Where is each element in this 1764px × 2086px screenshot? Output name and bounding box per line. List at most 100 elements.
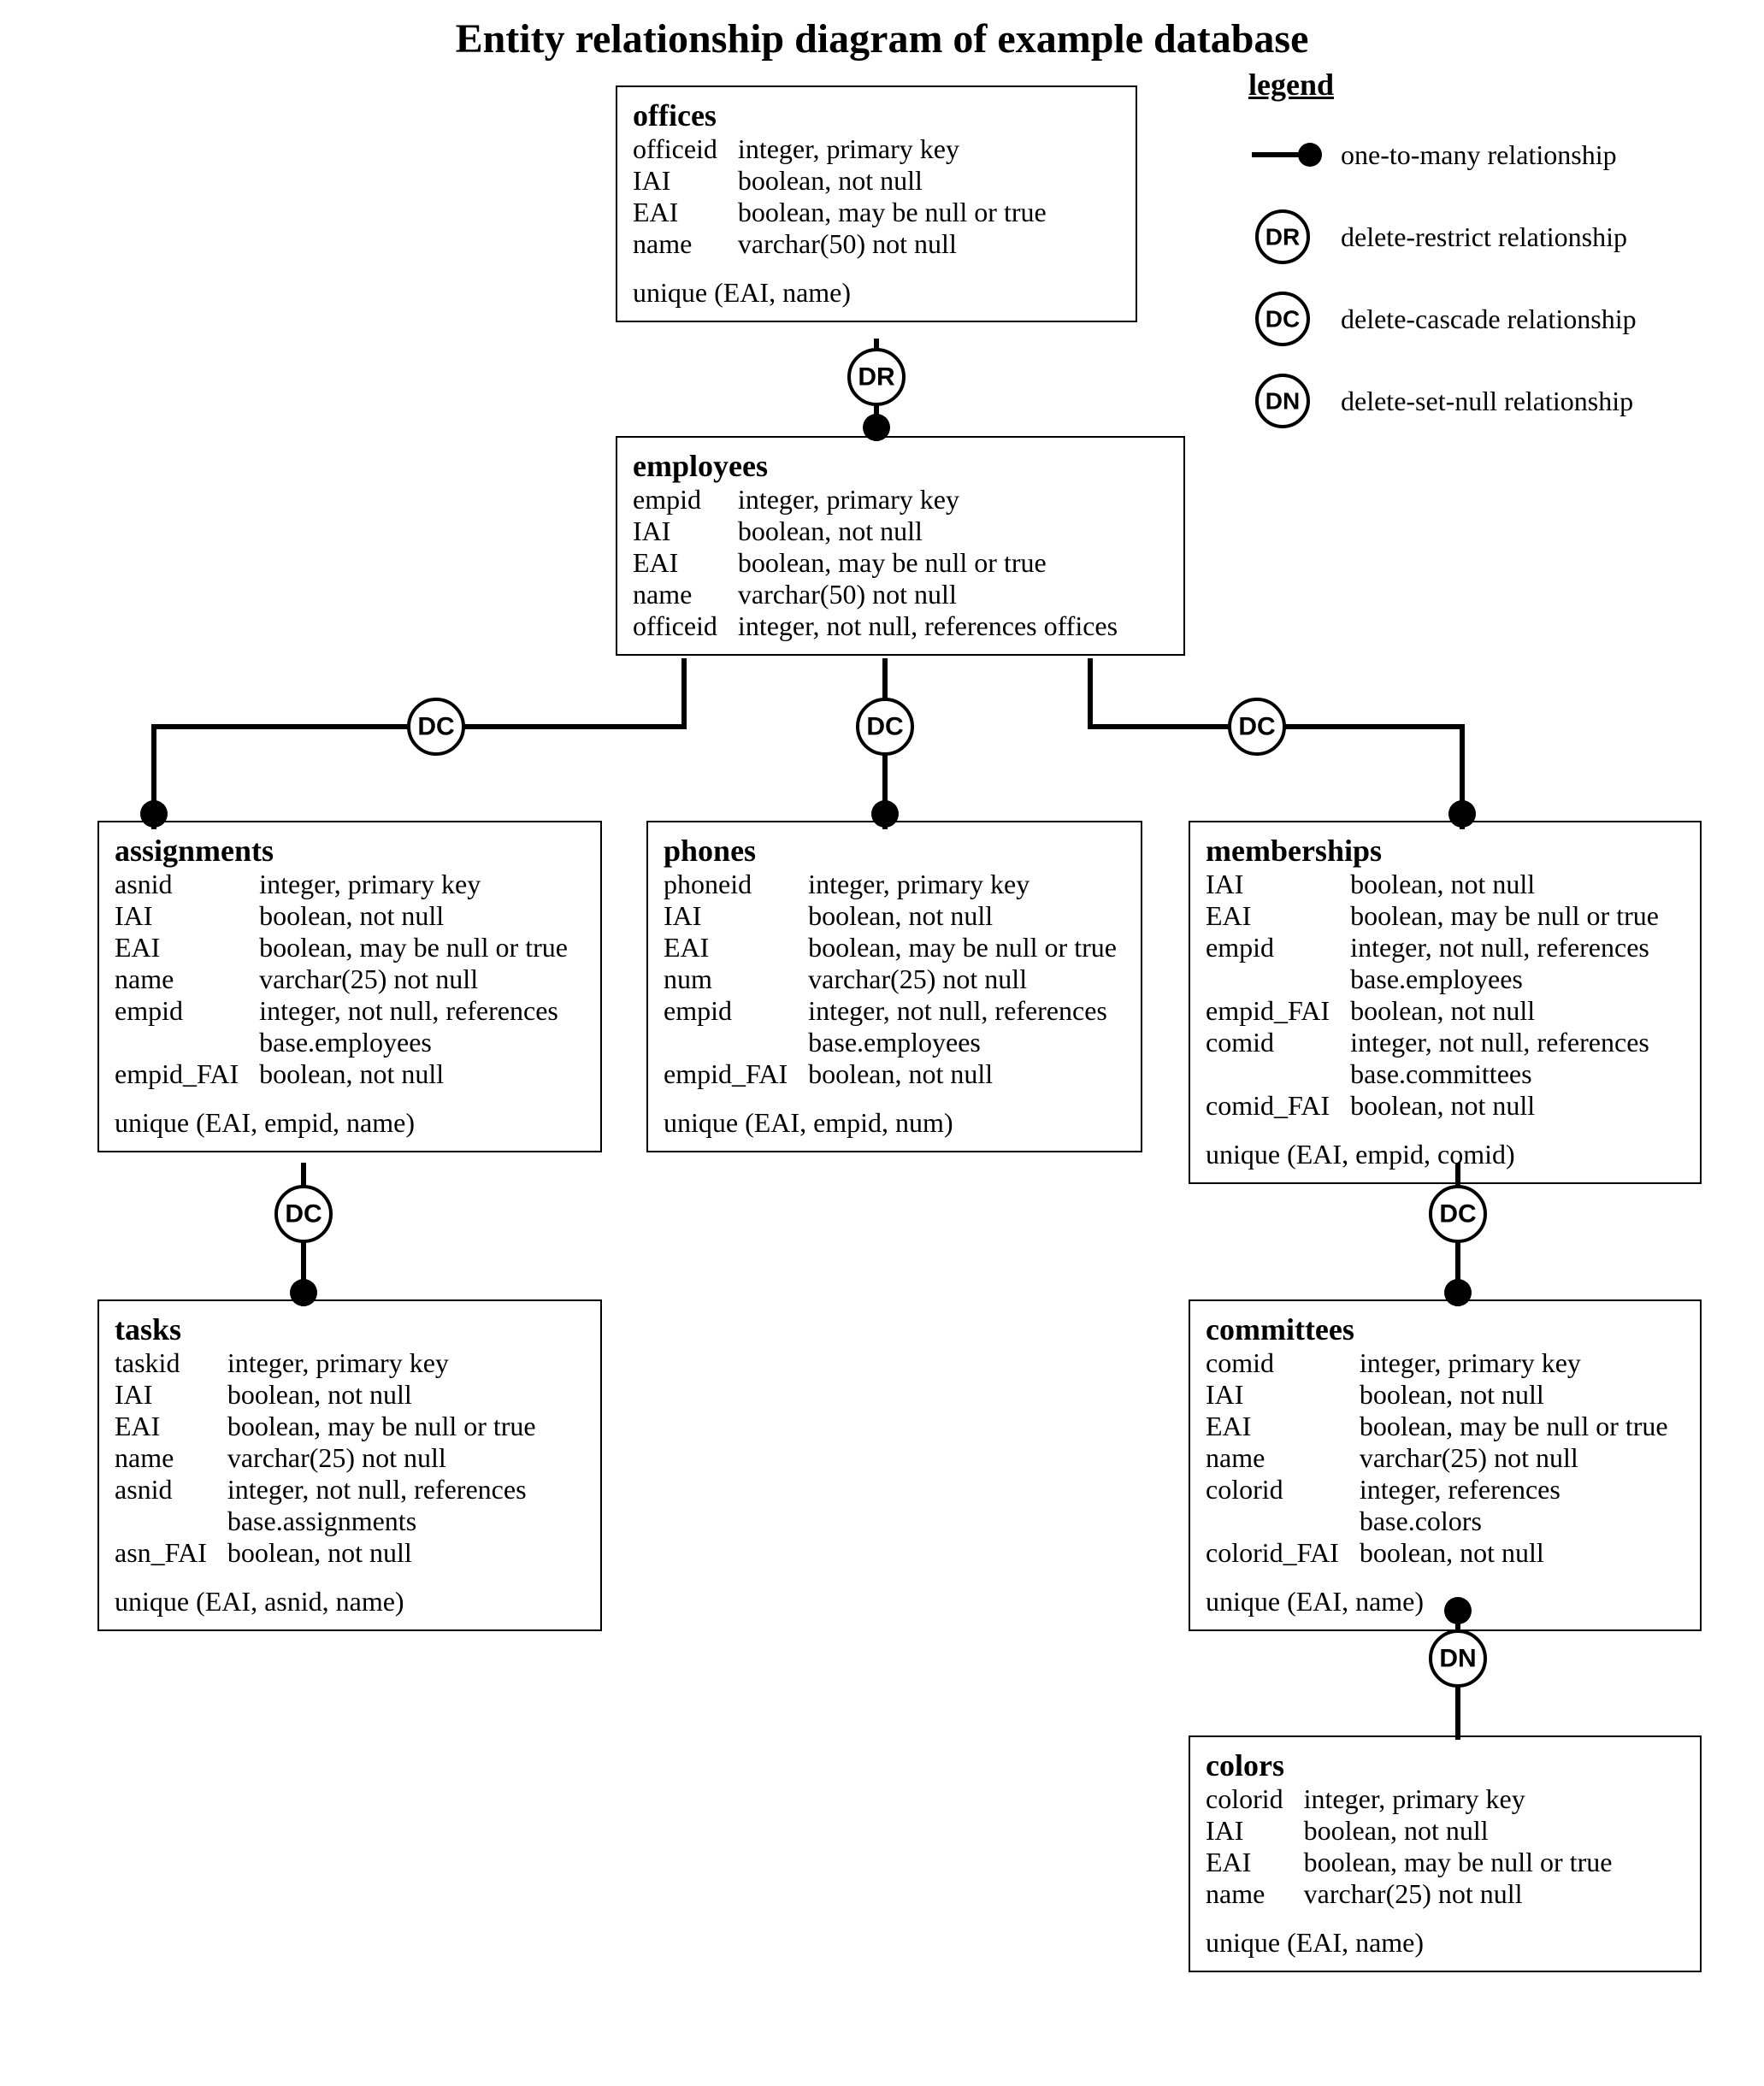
- legend-row: DNdelete-set-null relationship: [1248, 371, 1637, 431]
- entity-title: memberships: [1206, 833, 1684, 869]
- svg-text:DN: DN: [1265, 388, 1300, 415]
- column-type: boolean, may be null or true: [738, 197, 1047, 228]
- legend-label: delete-restrict relationship: [1341, 221, 1627, 253]
- entity-title: employees: [633, 448, 1168, 484]
- column-name: EAI: [1206, 900, 1350, 932]
- relationship-badge-icon: [849, 350, 904, 404]
- column-row: EAIboolean, may be null or true: [115, 932, 585, 963]
- column-name: empid: [115, 995, 259, 1058]
- relationship-badge-label: DC: [285, 1200, 322, 1229]
- entity-assignments: assignmentsasnidinteger, primary keyIAIb…: [97, 821, 602, 1152]
- entity-columns: empidinteger, primary keyIAIboolean, not…: [633, 484, 1118, 642]
- entity-colors: colorscoloridinteger, primary keyIAIbool…: [1189, 1735, 1702, 1972]
- column-name: EAI: [115, 1411, 227, 1442]
- column-type: integer, not null, references base.commi…: [1350, 1027, 1684, 1090]
- column-row: namevarchar(25) not null: [1206, 1878, 1612, 1910]
- column-name: IAI: [1206, 1815, 1304, 1847]
- column-name: name: [633, 579, 738, 610]
- column-name: empid: [633, 484, 738, 516]
- relationship-badge-icon: [1230, 699, 1284, 754]
- column-type: varchar(25) not null: [808, 963, 1125, 995]
- column-row: IAIboolean, not null: [633, 165, 1047, 197]
- relationship-badge-label: DC: [1439, 1200, 1476, 1229]
- column-type: boolean, not null: [1360, 1537, 1684, 1569]
- column-name: EAI: [633, 547, 738, 579]
- column-row: empidinteger, primary key: [633, 484, 1118, 516]
- relationship-badge-label: DC: [866, 713, 903, 741]
- column-row: EAIboolean, may be null or true: [633, 197, 1047, 228]
- column-name: asnid: [115, 1474, 227, 1537]
- column-row: EAIboolean, may be null or true: [1206, 1847, 1612, 1878]
- column-type: boolean, not null: [1304, 1815, 1613, 1847]
- legend-row: DRdelete-restrict relationship: [1248, 207, 1637, 267]
- column-row: comidinteger, not null, references base.…: [1206, 1027, 1684, 1090]
- column-type: varchar(25) not null: [227, 1442, 585, 1474]
- entity-columns: comidinteger, primary keyIAIboolean, not…: [1206, 1347, 1684, 1569]
- legend-label: one-to-many relationship: [1341, 139, 1617, 171]
- one-to-many-icon: [1248, 125, 1325, 185]
- column-type: integer, references base.colors: [1360, 1474, 1684, 1537]
- column-row: IAIboolean, not null: [115, 1379, 585, 1411]
- entity-title: phones: [664, 833, 1125, 869]
- column-name: taskid: [115, 1347, 227, 1379]
- column-row: coloridinteger, primary key: [1206, 1783, 1612, 1815]
- column-type: integer, primary key: [808, 869, 1125, 900]
- column-row: namevarchar(50) not null: [633, 228, 1047, 260]
- relationship-badge-label: DC: [1238, 713, 1275, 741]
- column-name: EAI: [633, 197, 738, 228]
- column-type: boolean, not null: [808, 900, 1125, 932]
- column-name: colorid: [1206, 1474, 1360, 1537]
- column-type: boolean, not null: [259, 900, 585, 932]
- column-name: EAI: [115, 932, 259, 963]
- column-row: empid_FAIboolean, not null: [664, 1058, 1125, 1090]
- column-name: IAI: [633, 516, 738, 547]
- column-row: IAIboolean, not null: [1206, 869, 1684, 900]
- column-name: officeid: [633, 133, 738, 165]
- column-row: namevarchar(25) not null: [1206, 1442, 1684, 1474]
- column-type: boolean, not null: [1350, 869, 1684, 900]
- column-type: varchar(25) not null: [1360, 1442, 1684, 1474]
- column-row: asnidinteger, primary key: [115, 869, 585, 900]
- column-type: integer, not null, references base.assig…: [227, 1474, 585, 1537]
- entity-columns: phoneidinteger, primary keyIAIboolean, n…: [664, 869, 1125, 1090]
- column-row: empidinteger, not null, references base.…: [1206, 932, 1684, 995]
- column-type: integer, not null, references base.emplo…: [1350, 932, 1684, 995]
- column-type: boolean, may be null or true: [738, 547, 1118, 579]
- entity-title: offices: [633, 97, 1120, 133]
- connector-assignments-tasks: DC: [248, 1163, 359, 1306]
- relationship-badge-label: DR: [858, 363, 895, 392]
- column-name: EAI: [1206, 1847, 1304, 1878]
- column-name: IAI: [1206, 869, 1350, 900]
- column-type: boolean, may be null or true: [1360, 1411, 1684, 1442]
- column-name: colorid_FAI: [1206, 1537, 1360, 1569]
- column-type: boolean, not null: [227, 1379, 585, 1411]
- column-row: empid_FAIboolean, not null: [1206, 995, 1684, 1027]
- column-name: empid_FAI: [115, 1058, 259, 1090]
- column-name: IAI: [1206, 1379, 1360, 1411]
- column-type: integer, primary key: [738, 484, 1118, 516]
- column-row: namevarchar(25) not null: [115, 963, 585, 995]
- column-type: boolean, not null: [738, 165, 1047, 197]
- column-type: boolean, may be null or true: [227, 1411, 585, 1442]
- column-row: empid_FAIboolean, not null: [115, 1058, 585, 1090]
- legend-row: one-to-many relationship: [1248, 125, 1637, 185]
- er-diagram-canvas: Entity relationship diagram of example d…: [0, 0, 1764, 2086]
- column-name: empid_FAI: [664, 1058, 808, 1090]
- column-name: comid: [1206, 1027, 1350, 1090]
- column-name: name: [633, 228, 738, 260]
- column-row: asn_FAIboolean, not null: [115, 1537, 585, 1569]
- column-type: boolean, not null: [1360, 1379, 1684, 1411]
- column-name: asn_FAI: [115, 1537, 227, 1569]
- column-name: comid: [1206, 1347, 1360, 1379]
- column-name: name: [1206, 1878, 1304, 1910]
- column-type: integer, primary key: [738, 133, 1047, 165]
- entity-columns: officeidinteger, primary keyIAIboolean, …: [633, 133, 1047, 260]
- relationship-badge-label: DN: [1439, 1645, 1476, 1673]
- entity-offices: officesofficeidinteger, primary keyIAIbo…: [616, 85, 1137, 322]
- column-type: boolean, not null: [227, 1537, 585, 1569]
- entity-title: colors: [1206, 1747, 1684, 1783]
- column-row: officeidinteger, primary key: [633, 133, 1047, 165]
- badge-dc-icon: DC: [1248, 289, 1325, 349]
- column-row: IAIboolean, not null: [115, 900, 585, 932]
- entity-constraint: unique (EAI, empid, num): [664, 1107, 1125, 1139]
